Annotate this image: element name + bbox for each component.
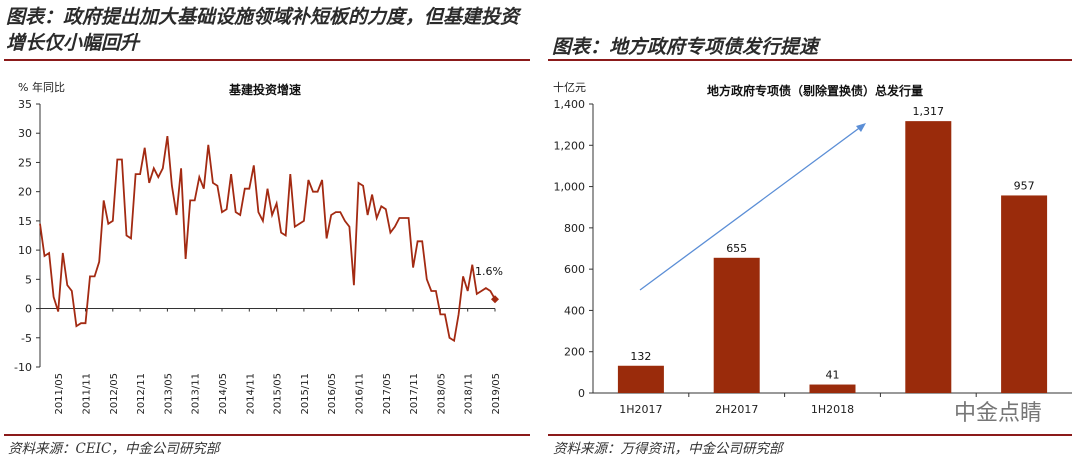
x-tick-label: 2011/05 bbox=[54, 373, 65, 415]
wechat-watermark: 中金点睛 bbox=[953, 401, 1042, 426]
y-tick-label: -10 bbox=[14, 361, 32, 374]
y-axis-unit-label: 十亿元 bbox=[553, 80, 586, 94]
x-tick-label: 2017/11 bbox=[409, 373, 420, 415]
infrastructure-growth-line bbox=[39, 135, 496, 343]
y-tick-label: 1,200 bbox=[554, 139, 586, 152]
x-tick-label: 2012/11 bbox=[136, 373, 147, 415]
x-tick-label: 2014/05 bbox=[218, 373, 229, 415]
x-tick-label: 2015/05 bbox=[273, 373, 284, 415]
y-tick-label: 25 bbox=[18, 156, 32, 169]
y-tick-label: 20 bbox=[18, 186, 32, 199]
bar-value-label: 41 bbox=[826, 369, 840, 382]
latest-point-marker bbox=[491, 295, 499, 304]
bar-value-label: 957 bbox=[1014, 179, 1035, 192]
trend-arrow bbox=[639, 125, 863, 291]
bar bbox=[1001, 195, 1048, 393]
bar bbox=[617, 365, 664, 393]
x-tick-label: 2016/05 bbox=[327, 373, 338, 415]
y-tick-label: 1,000 bbox=[554, 181, 586, 194]
left-source: 资料来源：CEIC，中金公司研究部 bbox=[8, 441, 220, 457]
y-tick-label: 5 bbox=[25, 273, 32, 286]
y-tick-label: 600 bbox=[564, 263, 585, 276]
y-tick-label: -5 bbox=[21, 332, 32, 345]
y-tick-label: 35 bbox=[18, 98, 32, 111]
y-tick-label: 0 bbox=[578, 387, 585, 400]
y-tick-label: 0 bbox=[25, 303, 32, 316]
bar bbox=[809, 384, 856, 393]
left-title-rule bbox=[4, 59, 530, 61]
x-tick-label: 2016/11 bbox=[355, 373, 366, 415]
left-source-rule bbox=[4, 434, 530, 436]
y-tick-label: 1,400 bbox=[554, 98, 586, 111]
bar-value-label: 1,317 bbox=[913, 105, 945, 118]
right-source: 资料来源：万得资讯，中金公司研究部 bbox=[553, 441, 783, 457]
special-bond-bar-chart: 十亿元 地方政府专项债（剔除置换债）总发行量 1,400 1,200 1,000 80… bbox=[553, 80, 1072, 416]
x-tick-label: 2018/05 bbox=[436, 373, 447, 415]
bar-value-label: 655 bbox=[726, 242, 747, 255]
right-source-rule bbox=[548, 434, 1072, 436]
y-tick-label: 15 bbox=[18, 215, 32, 228]
x-tick-label: 2014/11 bbox=[245, 373, 256, 415]
left-panel-title: 图表：政府提出加大基础设施领域补短板的力度，但基建投资增长仅小幅回升 bbox=[6, 6, 520, 54]
bar-value-label: 132 bbox=[630, 350, 651, 363]
y-tick-label: 200 bbox=[564, 346, 585, 359]
x-tick-label: 2015/11 bbox=[300, 373, 311, 415]
y-tick-label: 400 bbox=[564, 304, 585, 317]
x-tick-label: 2012/05 bbox=[109, 373, 120, 415]
chart-title: 地方政府专项债（剔除置换债）总发行量 bbox=[707, 83, 923, 98]
bar bbox=[905, 121, 952, 393]
right-panel-title: 图表：地方政府专项债发行提速 bbox=[552, 36, 819, 58]
x-tick-label: 2019/05 bbox=[491, 373, 502, 415]
x-category-label: 1H2018 bbox=[811, 403, 854, 416]
latest-value-annotation: 1.6% bbox=[475, 265, 503, 278]
right-title-rule bbox=[548, 59, 1072, 61]
x-tick-label: 2017/05 bbox=[382, 373, 393, 415]
y-tick-label: 800 bbox=[564, 222, 585, 235]
y-tick-label: 30 bbox=[18, 127, 32, 140]
x-tick-label: 2013/05 bbox=[163, 373, 174, 415]
y-axis-unit-label: % 年同比 bbox=[18, 80, 65, 94]
x-tick-label: 2011/11 bbox=[82, 373, 93, 415]
x-category-label: 2H2017 bbox=[715, 403, 758, 416]
y-tick-label: 10 bbox=[18, 244, 32, 257]
infrastructure-growth-line-chart: % 年同比 基建投资增速 35 30 25 20 15 10 5 0 -5 -10 2011/05… bbox=[14, 80, 503, 415]
x-category-label: 1H2017 bbox=[619, 403, 662, 416]
trend-arrow-head bbox=[856, 123, 866, 132]
bar bbox=[713, 257, 760, 393]
x-tick-label: 2018/11 bbox=[464, 373, 475, 415]
x-tick-label: 2013/11 bbox=[191, 373, 202, 415]
chart-title: 基建投资增速 bbox=[228, 82, 301, 97]
